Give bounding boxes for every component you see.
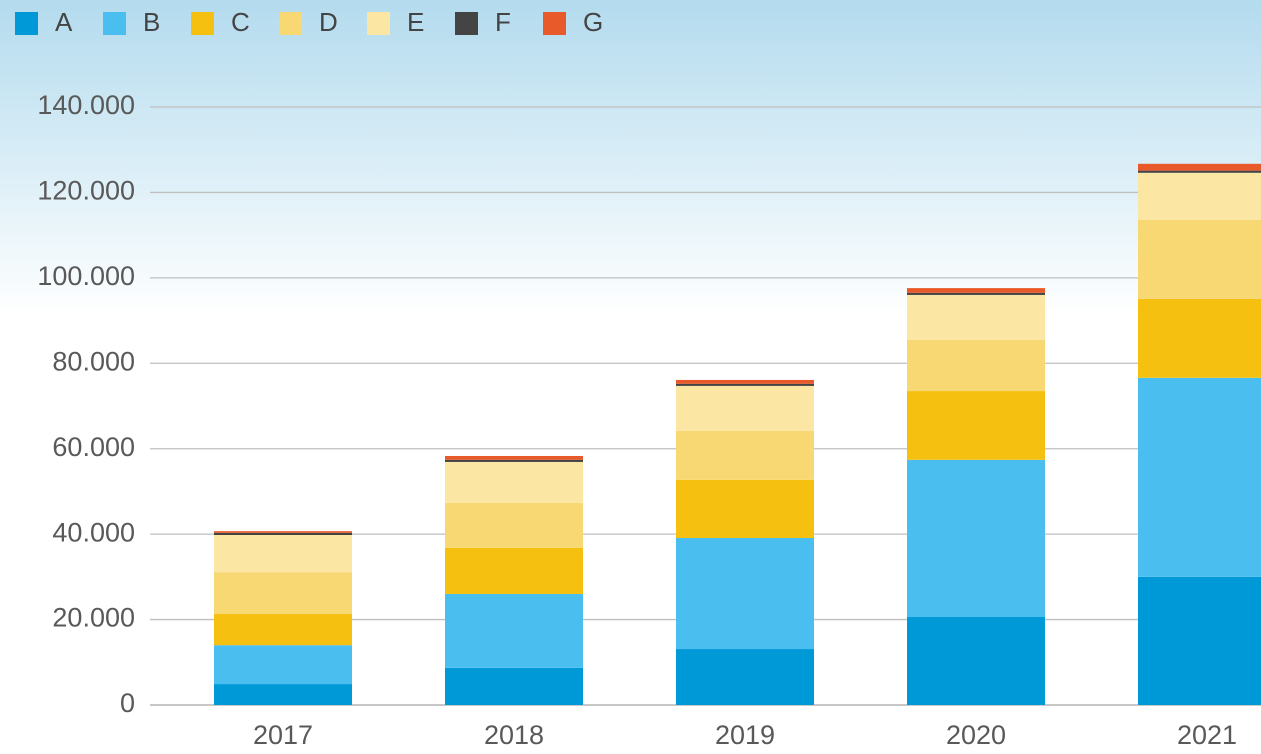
bar-segment [1138, 163, 1261, 171]
bar-segment [676, 430, 814, 480]
legend-swatch [455, 12, 478, 35]
bar-segment [907, 459, 1045, 618]
bar-segment [445, 461, 583, 503]
y-tick-label: 80.000 [52, 346, 135, 376]
bar-segment [907, 292, 1045, 295]
x-tick-label: 2020 [946, 720, 1006, 750]
bar-segment [907, 294, 1045, 340]
bar-segment [445, 459, 583, 462]
bar-segment [445, 547, 583, 594]
bar-segment [214, 614, 352, 646]
bar-segment [676, 385, 814, 431]
y-tick-label: 120.000 [37, 176, 135, 206]
bar-segment [676, 379, 814, 384]
bar-segment [214, 572, 352, 615]
y-tick-label: 140.000 [37, 90, 135, 120]
bar-segment [214, 534, 352, 573]
bar-segment [676, 649, 814, 705]
x-tick-label: 2017 [253, 720, 313, 750]
legend-label: C [231, 7, 250, 37]
x-tick-label: 2018 [484, 720, 544, 750]
x-tick-label: 2021 [1177, 720, 1237, 750]
bar-segment [1138, 219, 1261, 299]
legend-label: A [55, 7, 73, 37]
y-tick-label: 100.000 [37, 261, 135, 291]
legend-label: F [495, 7, 511, 37]
bar-segment [214, 645, 352, 685]
bar-segment [445, 502, 583, 548]
bar-segment [1138, 377, 1261, 577]
legend-label: D [319, 7, 338, 37]
legend-label: B [143, 7, 160, 37]
bar-segment [907, 391, 1045, 460]
legend-swatch [103, 12, 126, 35]
bar-segment [676, 479, 814, 538]
bar-segment [907, 288, 1045, 293]
legend-swatch [15, 12, 38, 35]
bar-segment [445, 667, 583, 705]
bar-segment [676, 537, 814, 650]
y-tick-label: 60.000 [52, 432, 135, 462]
y-tick-label: 0 [120, 688, 135, 718]
bar-segment [907, 339, 1045, 392]
legend-label: E [407, 7, 424, 37]
legend-swatch [191, 12, 214, 35]
bar-segment [445, 593, 583, 668]
bar-segment [214, 532, 352, 535]
bar-segment [1138, 170, 1261, 173]
bar-segment [907, 617, 1045, 705]
y-tick-label: 20.000 [52, 603, 135, 633]
bar-segment [445, 455, 583, 460]
legend-swatch [279, 12, 302, 35]
bar-segment [676, 383, 814, 386]
x-tick-label: 2019 [715, 720, 775, 750]
bar-segment [1138, 576, 1261, 705]
bar-segment [214, 531, 352, 533]
bar-segment [1138, 298, 1261, 378]
legend-swatch [543, 12, 566, 35]
legend-swatch [367, 12, 390, 35]
y-tick-label: 40.000 [52, 517, 135, 547]
bar-segment [1138, 172, 1261, 220]
legend-label: G [583, 7, 603, 37]
bar-segment [214, 684, 352, 705]
